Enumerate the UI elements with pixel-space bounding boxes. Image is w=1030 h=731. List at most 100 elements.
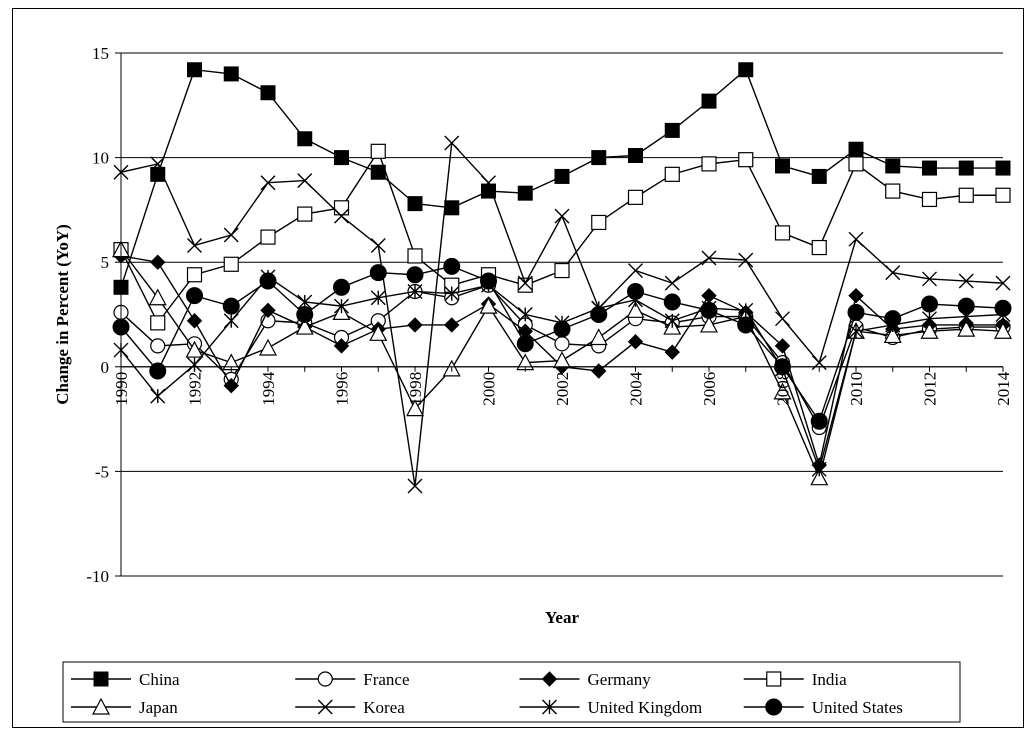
point-china-2002 [554,168,570,184]
point-germany-1996 [333,338,350,354]
point-india-2011 [885,183,901,199]
point-japan-2009 [810,468,829,486]
point-india-2013 [958,187,974,203]
point-china-1999 [444,200,460,216]
point-japan-2004 [626,301,645,318]
point-united-kingdom-2012 [922,311,937,327]
point-united-kingdom-1991 [150,388,166,404]
y-tick-label--5: -5 [95,462,109,481]
point-korea-1997 [370,237,386,253]
point-korea-2004 [628,263,643,279]
legend-marker-china [93,671,109,687]
point-japan-2003 [589,328,608,346]
legend-label-india: India [812,670,847,689]
legend-label-japan: Japan [139,698,178,717]
legend-marker-united-kingdom [542,699,557,715]
point-japan-2014 [994,321,1012,339]
point-germany-2008 [774,338,791,354]
point-united-states-2006 [700,301,718,319]
point-china-1998 [407,196,423,212]
legend-marker-japan [92,697,110,715]
point-united-states-2013 [957,297,975,315]
point-korea-2002 [554,208,570,224]
point-japan-1994 [259,338,277,356]
legend-label-china: China [139,670,180,689]
x-tick-label-1992: 1992 [186,372,205,406]
point-japan-2011 [883,326,902,344]
point-germany-2004 [627,333,644,350]
point-china-2004 [628,148,643,164]
point-korea-1992 [187,237,202,253]
point-korea-2012 [922,271,937,287]
point-united-states-1997 [369,264,387,282]
legend-marker-india [766,671,782,687]
point-united-states-2012 [921,295,938,313]
point-korea-2014 [995,275,1011,291]
legend-label-germany: Germany [588,670,652,689]
point-japan-1995 [295,317,314,335]
point-france-1991 [150,338,166,354]
point-japan-2006 [700,315,718,333]
x-tick-label-2002: 2002 [553,372,572,406]
point-india-1993 [223,256,239,272]
point-china-2006 [701,93,717,109]
point-japan-1998 [406,399,424,417]
point-korea-2000 [481,175,496,191]
point-united-kingdom-2001 [517,307,533,322]
legend-label-france: France [363,670,409,689]
point-india-2003 [591,214,607,231]
legend-item-japan: Japan [71,697,178,717]
point-china-2011 [885,158,901,174]
point-united-kingdom-1999 [444,286,460,302]
point-germany-1994 [260,302,276,319]
point-china-2013 [958,160,974,176]
legend-item-india: India [743,670,847,689]
tick-labels: -10 -5 0 5 10 15 1990 1992 1994 1996 1998 2000 2002 2… [86,44,1013,586]
x-tick-label-1994: 1994 [259,371,278,406]
point-germany-2010 [848,287,864,304]
legend-marker-korea [317,699,333,715]
point-china-1996 [334,150,349,166]
point-india-1996 [333,200,350,216]
chart-frame: -10 -5 0 5 10 15 1990 1992 1994 1996 1998 2000 2002 2… [12,8,1024,728]
series-korea [113,135,1011,494]
point-india-1998 [407,248,423,264]
point-united-states-2004 [627,282,644,300]
point-india-2010 [848,156,864,172]
y-tick-label-5: 5 [101,253,110,272]
point-korea-2005 [664,275,680,291]
point-korea-1996 [334,208,349,224]
gridlines [121,52,1003,472]
point-china-1995 [297,131,313,147]
point-china-2009 [811,168,827,184]
point-korea-1999 [444,135,460,151]
point-korea-2001 [517,275,533,291]
point-japan-2013 [957,319,976,337]
point-united-states-2002 [553,320,571,338]
point-united-states-2001 [516,335,534,353]
point-united-states-2014 [994,299,1012,317]
point-united-states-1992 [186,287,203,305]
line-chart: -10 -5 0 5 10 15 1990 1992 1994 1996 1998 2000 2002 2… [53,44,1013,723]
point-japan-1997 [369,324,388,341]
point-korea-1993 [223,227,239,243]
point-japan-1992 [185,340,204,358]
legend-item-united-states: United States [743,698,903,717]
point-india-1995 [297,206,313,222]
point-korea-1998 [407,478,423,494]
point-united-states-2010 [847,303,865,321]
legend-box [62,661,961,723]
point-china-1992 [187,62,202,78]
x-tick-label-2008: 2008 [774,372,793,406]
point-korea-1995 [297,173,313,189]
legend-marker-united-states [765,698,783,716]
point-korea-2008 [775,311,790,327]
point-china-2007 [738,62,754,78]
point-korea-1994 [260,175,276,191]
point-united-states-1996 [333,278,350,296]
point-china-1993 [223,66,239,82]
point-united-kingdom-2005 [664,313,680,329]
point-germany-1999 [444,317,460,333]
point-china-2003 [591,150,607,166]
point-united-kingdom-2009 [811,461,827,477]
